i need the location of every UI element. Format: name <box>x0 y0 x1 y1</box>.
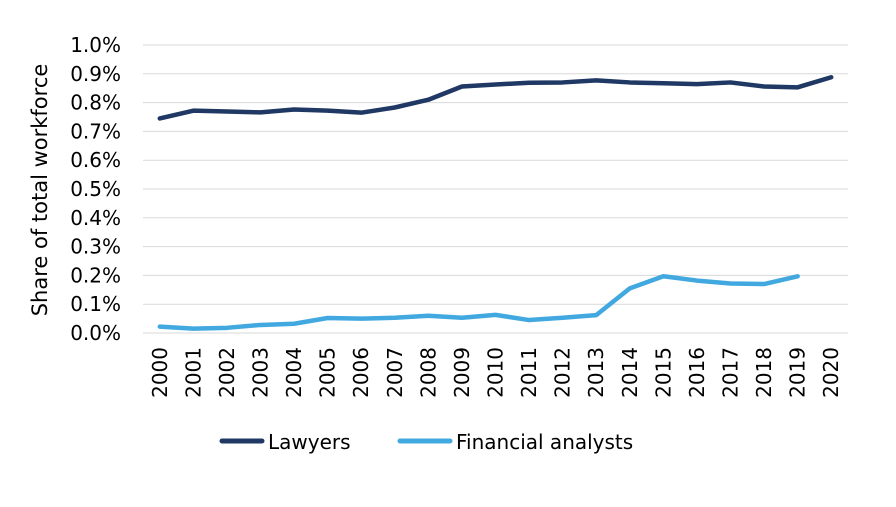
x-axis-ticks: 2000 2001 2002 2003 2004 2005 2006 2007 2008 2009… <box>148 347 843 398</box>
legend-label: Lawyers <box>268 430 351 454</box>
x-tick-label: 2013 <box>584 347 608 398</box>
y-axis-label: Share of total workforce <box>28 64 52 317</box>
y-tick-label: 0.2% <box>70 263 121 287</box>
y-tick-label: 1.0% <box>70 33 121 57</box>
gridlines <box>143 44 848 334</box>
x-tick-label: 2004 <box>282 347 306 398</box>
x-tick-label: 2005 <box>316 347 340 398</box>
x-tick-label: 2019 <box>786 347 810 398</box>
x-tick-label: 2002 <box>215 347 239 398</box>
x-tick-label: 2007 <box>383 347 407 398</box>
y-tick-label: 0.9% <box>70 62 121 86</box>
x-tick-label: 2020 <box>819 347 843 398</box>
x-tick-label: 2017 <box>719 347 743 398</box>
x-tick-label: 2009 <box>450 347 474 398</box>
x-tick-label: 2015 <box>651 347 675 398</box>
x-tick-label: 2001 <box>181 347 205 398</box>
legend: Lawyers Financial analysts <box>219 430 633 454</box>
series-lines <box>157 75 834 331</box>
y-tick-label: 0.8% <box>70 91 121 115</box>
y-tick-label: 0.5% <box>70 177 121 201</box>
y-tick-label: 0.6% <box>70 148 121 172</box>
x-tick-label: 2014 <box>618 347 642 398</box>
x-tick-label: 2003 <box>249 347 273 398</box>
x-tick-label: 2008 <box>416 347 440 398</box>
x-tick-label: 2006 <box>349 347 373 398</box>
y-axis-ticks: 0.0% 0.1% 0.2% 0.3% 0.4% 0.5% 0.6% 0.7% 0.8% 0.9%… <box>70 33 121 345</box>
y-tick-label: 0.4% <box>70 206 121 230</box>
series-line-financial-analysts <box>157 274 800 331</box>
series-line-lawyers <box>157 75 834 121</box>
x-tick-label: 2000 <box>148 347 172 398</box>
legend-label: Financial analysts <box>456 430 633 454</box>
x-tick-label: 2012 <box>551 347 575 398</box>
y-tick-label: 0.0% <box>70 321 121 345</box>
x-tick-label: 2011 <box>517 347 541 398</box>
y-tick-label: 0.1% <box>70 292 121 316</box>
x-tick-label: 2016 <box>685 347 709 398</box>
x-tick-label: 2010 <box>484 347 508 398</box>
y-tick-label: 0.3% <box>70 235 121 259</box>
y-tick-label: 0.7% <box>70 119 121 143</box>
x-tick-label: 2018 <box>752 347 776 398</box>
